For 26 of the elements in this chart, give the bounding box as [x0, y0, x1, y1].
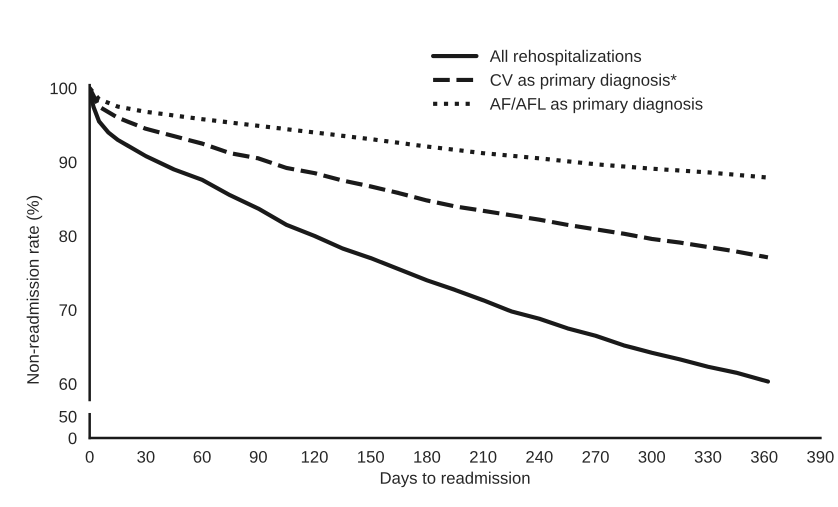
y-tick-label: 0 [68, 432, 77, 444]
x-tick-label: 60 [194, 450, 211, 463]
x-tick-label: 330 [694, 450, 722, 463]
y-tick-label: 70 [59, 304, 77, 316]
y-tick-label: 50 [59, 410, 77, 423]
x-tick-label: 30 [137, 450, 154, 463]
legend-label: All rehospitalizations [490, 50, 642, 66]
y-axis-title: Non-readmission rate (%) [26, 196, 42, 384]
x-tick-label: 270 [582, 450, 609, 463]
x-tick-label: 360 [750, 450, 778, 463]
legend-label: AF/AFL as primary diagnosis [490, 98, 703, 114]
x-axis-title: Days to readmission [380, 472, 530, 488]
x-tick-label: 300 [638, 450, 666, 463]
y-tick-label: 60 [59, 378, 77, 390]
y-tick-label: 100 [50, 82, 77, 94]
x-tick-label: 0 [86, 450, 94, 463]
x-tick-label: 120 [302, 450, 328, 463]
x-tick-label: 180 [414, 450, 440, 463]
x-tick-label: 150 [358, 450, 384, 463]
x-tick-label: 390 [807, 450, 834, 463]
x-tick-label: 90 [250, 450, 267, 463]
y-tick-label: 90 [59, 156, 77, 168]
legend-label: CV as primary diagnosis* [490, 74, 677, 90]
x-tick-label: 240 [526, 450, 553, 463]
x-tick-label: 210 [470, 450, 496, 463]
y-tick-label: 80 [59, 230, 77, 242]
